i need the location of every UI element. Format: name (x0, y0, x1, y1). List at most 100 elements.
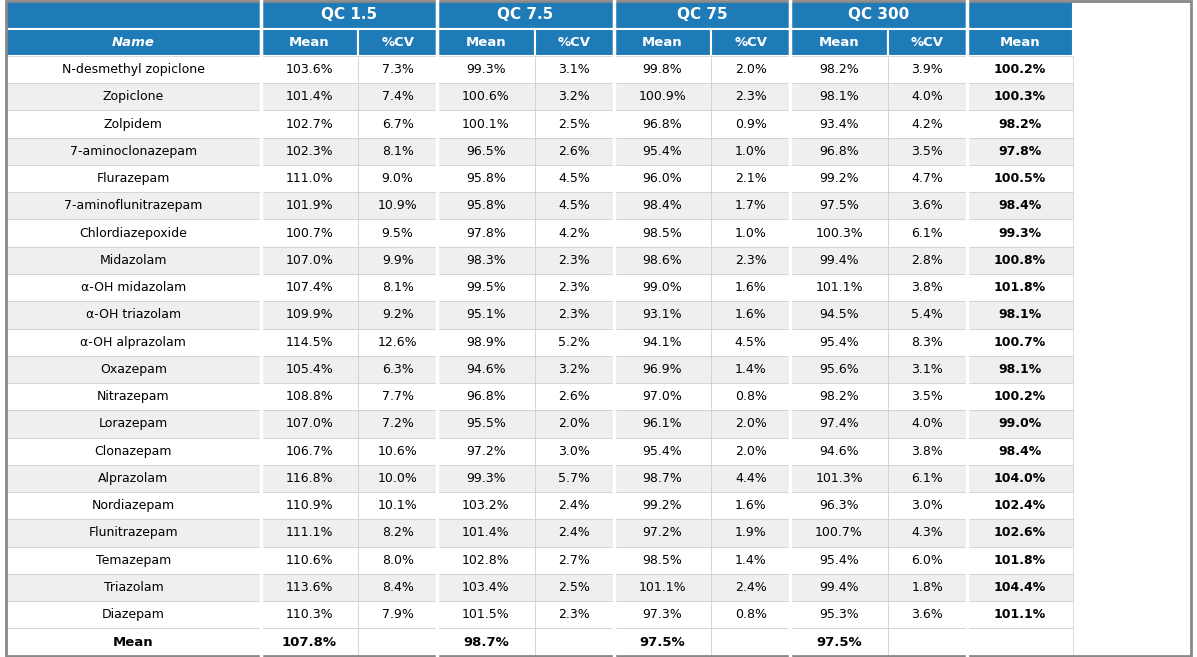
Bar (261, 274, 358, 301)
Text: 4.3%: 4.3% (911, 526, 943, 539)
Bar (614, 438, 711, 465)
Bar (6, 601, 261, 628)
Bar (967, 219, 1073, 246)
Bar (358, 29, 437, 56)
Bar (614, 601, 711, 628)
Bar (967, 410, 1073, 438)
Text: 103.6%: 103.6% (286, 63, 333, 76)
Text: 1.0%: 1.0% (735, 145, 767, 158)
Bar (535, 83, 614, 110)
Bar (614, 520, 711, 547)
Bar (888, 274, 967, 301)
Bar (6, 56, 261, 83)
Text: 1.9%: 1.9% (735, 526, 766, 539)
Bar (261, 219, 358, 246)
Text: 1.8%: 1.8% (911, 581, 943, 594)
Text: 5.2%: 5.2% (558, 336, 590, 349)
Bar (888, 219, 967, 246)
Bar (614, 165, 711, 193)
Bar (535, 56, 614, 83)
Text: 107.0%: 107.0% (285, 254, 333, 267)
Text: 94.6%: 94.6% (466, 363, 506, 376)
Text: Diazepam: Diazepam (102, 608, 165, 622)
Text: 6.3%: 6.3% (382, 363, 413, 376)
Text: 10.1%: 10.1% (378, 499, 418, 512)
Bar (437, 1, 614, 28)
Text: 95.3%: 95.3% (819, 608, 859, 622)
Text: 98.2%: 98.2% (998, 118, 1041, 131)
Text: 96.9%: 96.9% (643, 363, 682, 376)
Bar (888, 547, 967, 574)
Text: 98.2%: 98.2% (819, 390, 859, 403)
Text: 101.1%: 101.1% (815, 281, 863, 294)
Bar (888, 193, 967, 219)
Text: 102.3%: 102.3% (286, 145, 333, 158)
Text: 100.7%: 100.7% (994, 336, 1046, 349)
Bar (535, 274, 614, 301)
Text: 3.8%: 3.8% (911, 445, 943, 458)
Text: 97.2%: 97.2% (466, 445, 506, 458)
Bar (790, 465, 888, 492)
Text: 102.7%: 102.7% (285, 118, 333, 131)
Text: 1.4%: 1.4% (735, 554, 766, 567)
Bar (790, 83, 888, 110)
Bar (437, 438, 535, 465)
Bar (888, 628, 967, 656)
Bar (358, 574, 437, 601)
Text: 97.4%: 97.4% (819, 417, 859, 430)
Text: 99.4%: 99.4% (819, 581, 859, 594)
Bar (711, 29, 790, 56)
Text: 10.0%: 10.0% (378, 472, 418, 485)
Bar (614, 383, 711, 410)
Text: 8.1%: 8.1% (382, 281, 414, 294)
Text: 99.2%: 99.2% (819, 172, 859, 185)
Bar (790, 383, 888, 410)
Bar (261, 56, 358, 83)
Text: 97.8%: 97.8% (998, 145, 1041, 158)
Text: 114.5%: 114.5% (286, 336, 333, 349)
Bar (6, 410, 261, 438)
Text: 101.5%: 101.5% (462, 608, 510, 622)
Bar (888, 83, 967, 110)
Text: 99.5%: 99.5% (466, 281, 506, 294)
Bar (535, 356, 614, 383)
Text: 3.8%: 3.8% (911, 281, 943, 294)
Bar (614, 138, 711, 165)
Bar (790, 574, 888, 601)
Bar (6, 138, 261, 165)
Text: 116.8%: 116.8% (286, 472, 333, 485)
Text: 113.6%: 113.6% (286, 581, 333, 594)
Bar (437, 383, 535, 410)
Bar (790, 193, 888, 219)
Bar (711, 165, 790, 193)
Bar (711, 83, 790, 110)
Bar (261, 438, 358, 465)
Text: QC 1.5: QC 1.5 (321, 7, 377, 22)
Text: 4.7%: 4.7% (911, 172, 943, 185)
Text: 7.9%: 7.9% (382, 608, 414, 622)
Bar (358, 628, 437, 656)
Text: 2.5%: 2.5% (558, 118, 590, 131)
Text: 98.1%: 98.1% (998, 363, 1041, 376)
Text: 3.0%: 3.0% (911, 499, 943, 512)
Bar (358, 438, 437, 465)
Bar (614, 628, 711, 656)
Text: 100.1%: 100.1% (462, 118, 510, 131)
Bar (967, 383, 1073, 410)
Text: 2.0%: 2.0% (735, 417, 767, 430)
Text: 3.5%: 3.5% (911, 390, 943, 403)
Bar (790, 547, 888, 574)
Text: 102.4%: 102.4% (994, 499, 1046, 512)
Bar (614, 328, 711, 356)
Text: 4.5%: 4.5% (735, 336, 767, 349)
Text: 2.0%: 2.0% (735, 63, 767, 76)
Text: 104.0%: 104.0% (994, 472, 1046, 485)
Bar (6, 356, 261, 383)
Text: 98.2%: 98.2% (819, 63, 859, 76)
Text: 1.4%: 1.4% (735, 363, 766, 376)
Text: 0.9%: 0.9% (735, 118, 767, 131)
Bar (261, 547, 358, 574)
Text: 96.5%: 96.5% (466, 145, 506, 158)
Text: 8.4%: 8.4% (382, 581, 414, 594)
Bar (535, 574, 614, 601)
